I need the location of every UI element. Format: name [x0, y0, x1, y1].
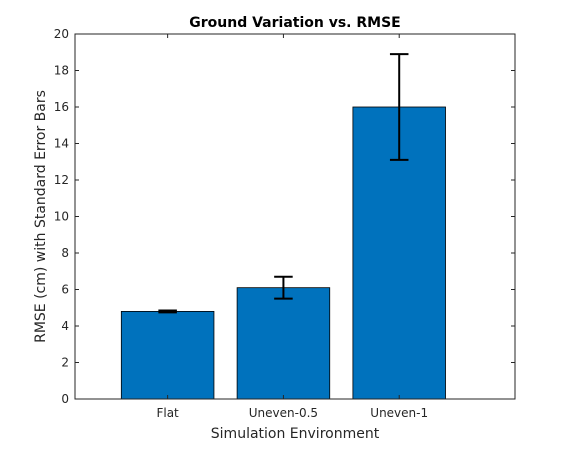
y-tick-label-7: 14	[54, 137, 69, 151]
x-tick-labels: Flat Uneven-0.5 Uneven-1	[156, 406, 428, 420]
chart-title: Ground Variation vs. RMSE	[189, 15, 400, 31]
y-tick-label-9: 18	[54, 64, 69, 78]
x-tick-label-1: Uneven-0.5	[249, 406, 318, 420]
y-tick-label-4: 8	[61, 246, 69, 260]
y-tick-labels: 0 2 4 6 8 10 12 14 16 18 20	[54, 27, 69, 406]
y-axis-label: RMSE (cm) with Standard Error Bars	[33, 90, 49, 343]
y-tick-label-1: 2	[61, 356, 69, 370]
axes-box	[74, 33, 516, 400]
y-tick-label-6: 12	[54, 173, 69, 187]
axis-ticks	[75, 33, 515, 400]
y-tick-label-8: 16	[54, 100, 69, 114]
x-tick-label-2: Uneven-1	[370, 406, 428, 420]
bar-1	[236, 287, 331, 400]
error-bars	[158, 53, 409, 314]
y-tick-label-3: 6	[61, 283, 69, 297]
x-tick-label-0: Flat	[156, 406, 179, 420]
x-axis-label: Simulation Environment	[211, 426, 380, 442]
y-tick-label-0: 0	[61, 392, 69, 406]
y-tick-label-2: 4	[61, 319, 69, 333]
y-tick-label-5: 10	[54, 210, 69, 224]
bar-0	[120, 310, 215, 400]
y-tick-label-10: 20	[54, 27, 69, 41]
